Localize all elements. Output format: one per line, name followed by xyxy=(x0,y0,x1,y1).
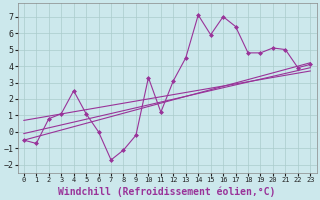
X-axis label: Windchill (Refroidissement éolien,°C): Windchill (Refroidissement éolien,°C) xyxy=(58,186,276,197)
